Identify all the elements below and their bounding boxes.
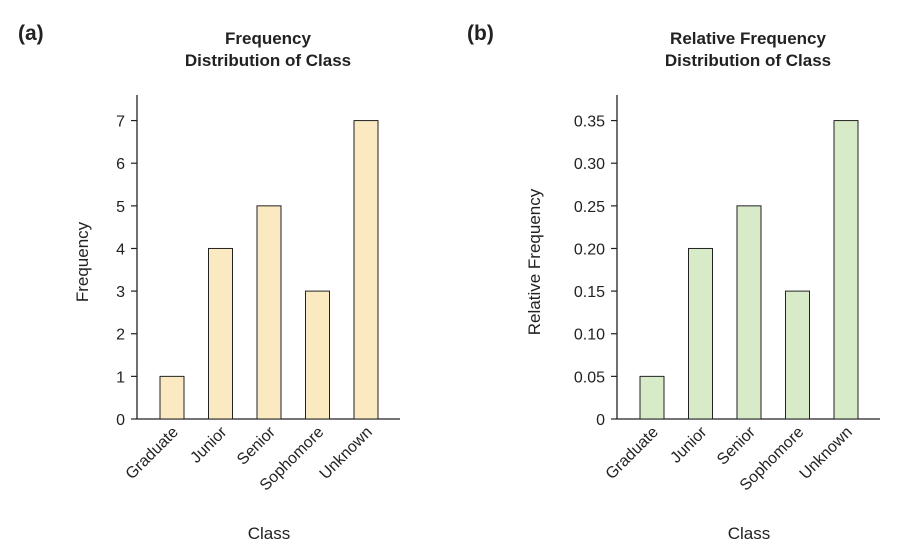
- bar-b-sophomore: [785, 290, 810, 420]
- bar-b-graduate: [639, 375, 665, 420]
- y-tick-label-b-6: 0.30: [574, 156, 605, 173]
- chart-b-title: Relative Frequency Distribution of Class: [598, 28, 898, 72]
- chart-b-title-line-2: Distribution of Class: [664, 51, 832, 70]
- y-tick-label-a-3: 3: [116, 284, 125, 301]
- y-tick-label-b-0: 0: [596, 412, 605, 429]
- chart-a-title: Frequency Distribution of Class: [118, 28, 418, 72]
- panel-a-label: (a): [18, 22, 44, 45]
- x-tick-label-b-unknown: Unknown: [797, 424, 856, 483]
- x-tick-label-b-graduate: Graduate: [603, 424, 662, 483]
- bar-b-unknown: [833, 120, 859, 420]
- y-tick-label-a-1: 1: [116, 369, 125, 386]
- chart-b: 0 0.05 0.10 0.15 0.20 0.25 0.30 0.35 Graduate Jun…: [525, 95, 880, 543]
- x-axis-label-b: Class: [728, 524, 771, 543]
- bar-a-sophomore: [305, 290, 330, 420]
- y-tick-label-a-4: 4: [116, 241, 125, 258]
- chart-b-title-line-1: Relative Frequency: [670, 29, 826, 48]
- bar-b-senior: [736, 205, 762, 420]
- y-tick-label-b-3: 0.15: [574, 284, 605, 301]
- y-tick-label-b-2: 0.10: [574, 327, 605, 344]
- panel-b-label: (b): [467, 22, 494, 45]
- chart-a-title-line-2: Distribution of Class: [184, 51, 352, 70]
- y-tick-label-a-6: 6: [116, 156, 125, 173]
- y-tick-label-a-5: 5: [116, 199, 125, 216]
- y-tick-label-a-2: 2: [116, 327, 125, 344]
- y-tick-label-b-4: 0.20: [574, 241, 605, 258]
- y-tick-label-b-5: 0.25: [574, 199, 605, 216]
- bar-a-unknown: [353, 120, 379, 420]
- y-tick-label-a-0: 0: [116, 412, 125, 429]
- x-tick-label-a-senior: Senior: [234, 423, 279, 468]
- x-tick-label-b-junior: Junior: [667, 423, 710, 466]
- bar-a-junior: [208, 247, 233, 420]
- y-axis-label-a: Frequency: [73, 221, 92, 302]
- bar-a-graduate: [159, 375, 185, 420]
- x-tick-label-b-senior: Senior: [714, 423, 759, 468]
- y-axis-label-b: Relative Frequency: [525, 188, 544, 335]
- x-tick-label-a-junior: Junior: [187, 423, 230, 466]
- bar-b-junior: [688, 247, 713, 420]
- chart-a-title-line-1: Frequency: [225, 29, 311, 48]
- y-tick-label-b-7: 0.35: [574, 114, 605, 131]
- x-tick-label-a-graduate: Graduate: [123, 424, 182, 483]
- x-tick-label-a-unknown: Unknown: [317, 424, 376, 483]
- x-axis-label-a: Class: [248, 524, 291, 543]
- bar-a-senior: [256, 205, 282, 420]
- y-tick-label-a-7: 7: [116, 114, 125, 131]
- y-tick-label-b-1: 0.05: [574, 369, 605, 386]
